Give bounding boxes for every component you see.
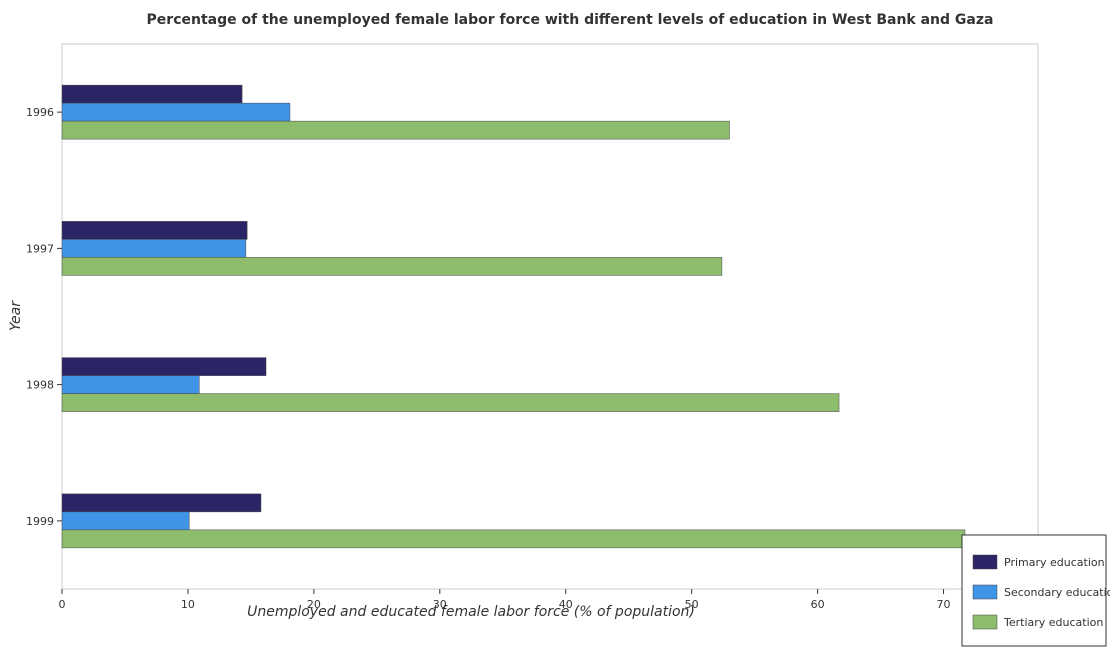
- bar-primary-education-1996: [61, 84, 243, 104]
- legend-label: Secondary education: [1004, 586, 1110, 599]
- y-axis-label: Year: [8, 300, 24, 331]
- bar-primary-education-1998: [61, 357, 267, 376]
- bar-tertiary-education-1996: [61, 120, 730, 140]
- x-axis-label: Unemployed and educated female labor for…: [247, 604, 695, 620]
- y-axis: 1996 1997 1998 1999: [26, 106, 62, 528]
- x-axis: 0 10 20 30 40 50 60 70: [59, 589, 951, 611]
- bar-secondary-education-1996: [61, 102, 291, 122]
- bar-primary-education-1997: [61, 221, 248, 240]
- bar-secondary-education-1998: [61, 375, 200, 394]
- y-tick-label: 1996: [26, 106, 54, 119]
- bar-tertiary-education-1999: [61, 529, 966, 549]
- x-tick-label: 50: [685, 598, 699, 611]
- legend-swatch-secondary-education: [972, 584, 998, 600]
- bar-tertiary-education-1998: [61, 393, 840, 412]
- x-tick-label: 30: [433, 598, 447, 611]
- legend-swatch-tertiary-education: [972, 614, 998, 630]
- y-tick-label: 1999: [26, 515, 54, 528]
- bar-primary-education-1999: [61, 493, 262, 513]
- legend-label: Primary education: [1004, 556, 1105, 569]
- y-tick-label: 1997: [26, 242, 54, 255]
- x-tick-label: 20: [307, 598, 321, 611]
- legend-label: Tertiary education: [1003, 616, 1103, 629]
- legend: Primary education Secondary education Tert…: [961, 534, 1110, 647]
- bar-secondary-education-1999: [61, 511, 190, 531]
- y-tick-label: 1998: [26, 379, 54, 392]
- chart-title: Percentage of the unemployed female labo…: [147, 12, 994, 28]
- x-tick-label: 0: [59, 598, 66, 611]
- x-tick-label: 70: [937, 598, 951, 611]
- bar-tertiary-education-1997: [61, 257, 723, 276]
- x-tick-label: 40: [559, 598, 573, 611]
- x-tick-label: 10: [181, 598, 195, 611]
- x-tick-label: 60: [811, 598, 825, 611]
- legend-swatch-primary-education: [972, 554, 998, 570]
- bar-secondary-education-1997: [61, 239, 247, 258]
- bars-layer: [61, 84, 966, 549]
